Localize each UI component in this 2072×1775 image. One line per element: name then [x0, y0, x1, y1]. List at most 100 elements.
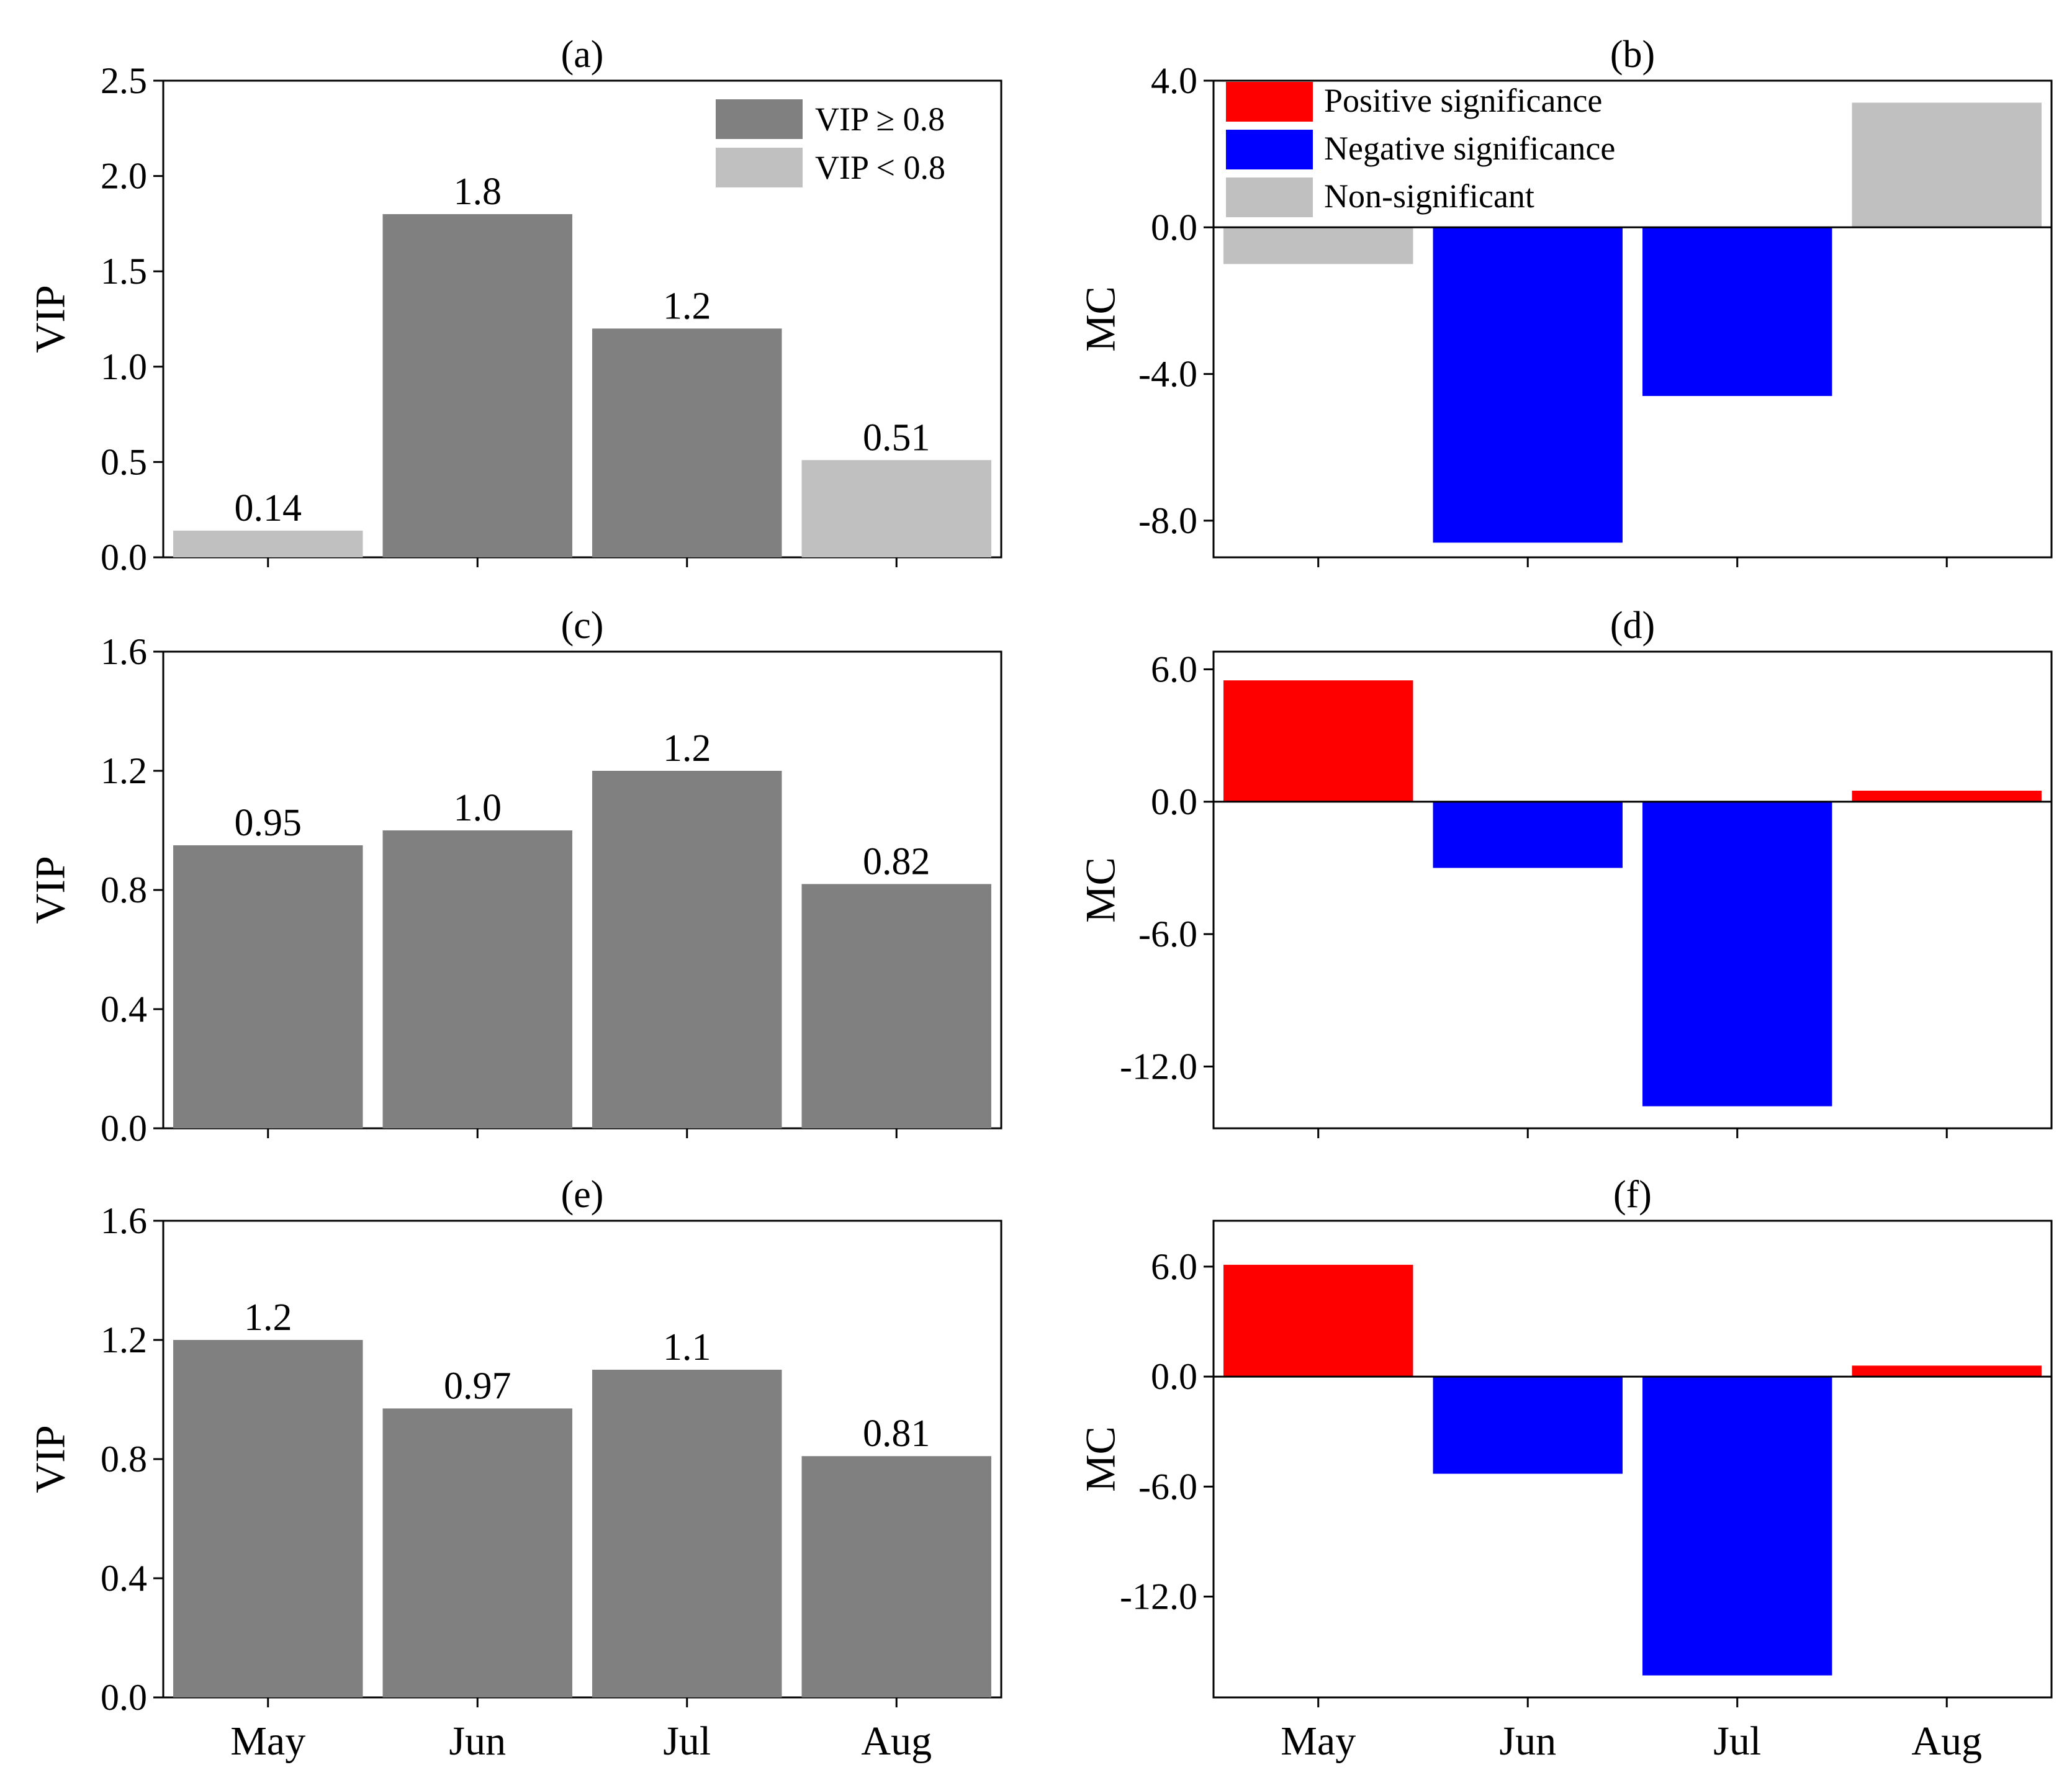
y-tick-label: -12.0 [1120, 1576, 1197, 1617]
y-tick-label: 0.0 [1151, 1356, 1197, 1397]
data-label: 0.82 [863, 840, 930, 883]
bar-may [173, 530, 363, 557]
panel-title: (c) [561, 604, 604, 647]
data-label: 1.2 [663, 727, 711, 770]
legend-swatch [1226, 130, 1313, 169]
y-tick-label: 0.4 [101, 989, 147, 1030]
x-tick-label-jul: Jul [1713, 1719, 1761, 1764]
bar-may [173, 1340, 363, 1697]
bar-aug [1852, 102, 2042, 228]
legend-label: VIP ≥ 0.8 [815, 101, 945, 138]
panel-title: (a) [561, 34, 604, 76]
y-tick-label: 0.0 [1151, 781, 1197, 822]
legend-swatch [1226, 178, 1313, 217]
bar-may [1223, 680, 1413, 802]
legend-swatch [1226, 82, 1313, 122]
y-axis-label: MC [1077, 857, 1124, 923]
bar-may [1223, 227, 1413, 264]
y-tick-label: 1.6 [101, 631, 147, 672]
y-tick-label: 0.0 [101, 537, 147, 578]
y-tick-label: 0.5 [101, 441, 147, 482]
legend-swatch [716, 148, 803, 187]
panel-e: (e) 0.0 0.4 0.8 1.2 1.6 VIP 1.2 0.97 1.1 0.81 May Ju… [27, 1174, 1002, 1764]
plot-frame [1212, 1220, 2053, 1699]
bar-may [173, 845, 363, 1128]
bar-jul [1642, 1377, 1832, 1676]
x-tick-label-aug: Aug [1911, 1719, 1982, 1764]
panel-c: (c) 0.0 0.4 0.8 1.2 1.6 VIP 0.95 1.0 1.2 0.82 [27, 604, 1002, 1149]
data-label: 1.2 [663, 285, 711, 327]
x-tick-label-jul: Jul [663, 1719, 711, 1764]
bar-may [1223, 1264, 1413, 1377]
panel-d: (d) -12.0 -6.0 0.0 6.0 MC [1077, 604, 2053, 1138]
panel-title: (f) [1613, 1174, 1652, 1216]
bar-aug [801, 460, 991, 557]
y-tick-label: 2.5 [101, 60, 147, 101]
y-tick-label: -6.0 [1138, 914, 1197, 955]
panel-f: (f) -12.0 -6.0 0.0 6.0 MC May Jun Jul Aug [1077, 1174, 2053, 1764]
bar-jul [592, 771, 782, 1128]
y-tick-label: 0.0 [101, 1108, 147, 1149]
bar-jun [382, 1408, 572, 1697]
y-tick-label: -8.0 [1138, 500, 1197, 541]
x-tick-label-jun: Jun [449, 1719, 506, 1764]
data-label: 1.8 [454, 171, 502, 213]
y-tick-label: 0.0 [1151, 207, 1197, 248]
bar-jun [1433, 801, 1623, 868]
y-tick-label: 1.6 [101, 1200, 147, 1241]
bar-jul [592, 1370, 782, 1697]
legend-label: VIP < 0.8 [815, 149, 945, 186]
data-label: 0.81 [863, 1413, 930, 1455]
y-axis-label: VIP [27, 856, 74, 924]
panel-title: (b) [1610, 34, 1655, 76]
legend-label: Positive significance [1324, 82, 1602, 119]
bar-aug [1852, 791, 2042, 802]
data-label: 0.95 [235, 802, 302, 844]
data-label: 0.14 [235, 487, 302, 529]
y-tick-label: 2.0 [101, 156, 147, 197]
y-tick-label: -4.0 [1138, 354, 1197, 395]
plot-frame [1212, 79, 2053, 559]
data-label: 1.2 [244, 1296, 292, 1339]
data-label: 1.0 [454, 787, 502, 829]
y-tick-label: -6.0 [1138, 1466, 1197, 1507]
y-axis-label: MC [1077, 286, 1124, 352]
y-tick-label: 0.4 [101, 1558, 147, 1599]
bar-jun [1433, 1377, 1623, 1474]
y-tick-label: 6.0 [1151, 1246, 1197, 1287]
y-tick-label: 6.0 [1151, 649, 1197, 690]
bar-aug [1852, 1365, 2042, 1377]
x-tick-label-jun: Jun [1499, 1719, 1556, 1764]
panel-title: (d) [1610, 604, 1655, 647]
y-tick-label: 0.8 [101, 870, 147, 910]
legend-label: Negative significance [1324, 130, 1615, 167]
y-tick-label: 0.8 [101, 1439, 147, 1480]
bar-jul [1642, 227, 1832, 397]
y-axis-label: MC [1077, 1426, 1124, 1492]
bar-jun [382, 214, 572, 557]
legend-swatch [716, 99, 803, 139]
y-tick-label: 1.0 [101, 346, 147, 387]
data-label: 0.97 [444, 1365, 511, 1407]
data-label: 0.51 [863, 416, 930, 459]
plot-frame [1212, 650, 2053, 1130]
y-axis-label: VIP [27, 285, 74, 353]
y-tick-label: 1.5 [101, 251, 147, 292]
panel-b: (b) -8.0 -4.0 0.0 4.0 MC Positive significance… [1077, 34, 2053, 567]
bar-aug [801, 1456, 991, 1697]
legend-label: Non-significant [1324, 178, 1534, 215]
bar-jun [1433, 227, 1623, 543]
x-tick-label-may: May [230, 1719, 305, 1764]
y-tick-label: 4.0 [1151, 60, 1197, 101]
y-tick-label: 1.2 [101, 750, 147, 791]
x-tick-label-aug: Aug [861, 1719, 932, 1764]
bar-aug [801, 884, 991, 1128]
bar-jul [1642, 801, 1832, 1107]
bar-jun [382, 830, 572, 1128]
panel-title: (e) [561, 1174, 604, 1216]
y-tick-label: 0.0 [101, 1677, 147, 1718]
y-tick-label: -12.0 [1120, 1046, 1197, 1087]
plot-frame [162, 79, 1002, 559]
x-tick-label-may: May [1281, 1719, 1356, 1764]
